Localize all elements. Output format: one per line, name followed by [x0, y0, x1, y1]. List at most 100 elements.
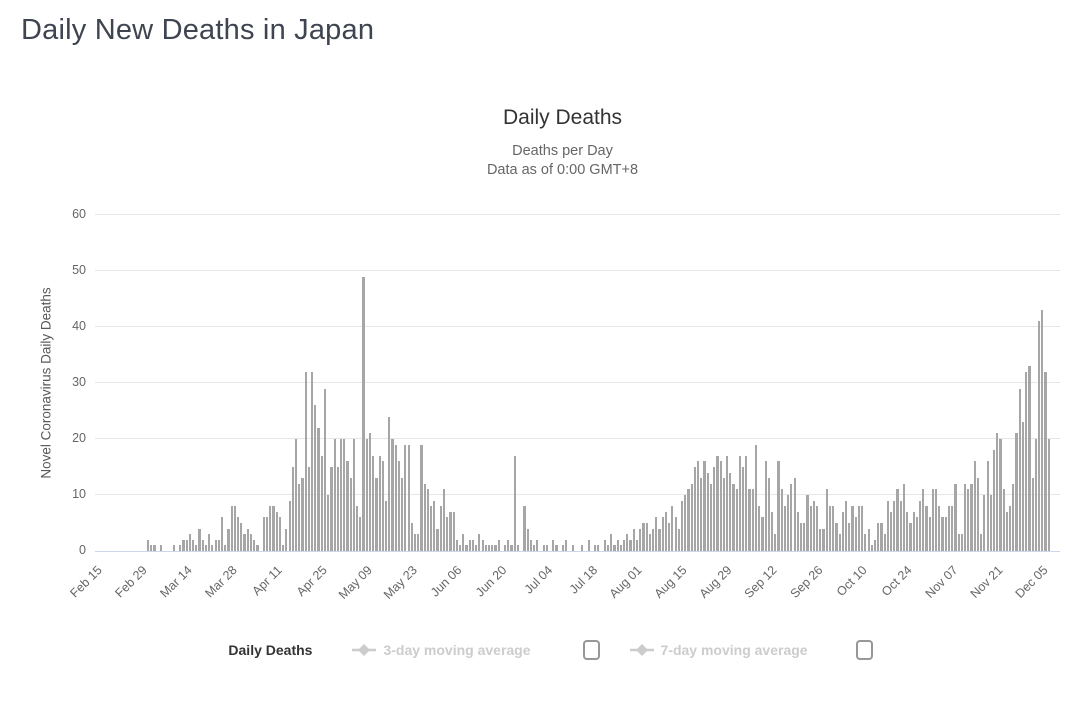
bar[interactable] [262, 517, 265, 551]
bar[interactable] [816, 506, 819, 551]
bar[interactable] [822, 528, 825, 551]
bar[interactable] [1009, 506, 1012, 551]
bar[interactable] [844, 500, 848, 551]
bar[interactable] [597, 545, 600, 551]
bar[interactable] [1015, 433, 1018, 551]
bar[interactable] [523, 506, 526, 551]
bar[interactable] [555, 545, 558, 551]
bar[interactable] [684, 495, 687, 551]
bar[interactable] [420, 444, 423, 551]
bar[interactable] [436, 528, 439, 551]
bar[interactable] [507, 539, 510, 551]
bar[interactable] [475, 545, 478, 551]
bar[interactable] [481, 539, 484, 551]
bar[interactable] [922, 489, 925, 551]
bar[interactable] [912, 511, 915, 551]
bar[interactable] [642, 523, 645, 551]
bar[interactable] [973, 461, 976, 551]
bar[interactable] [790, 483, 793, 551]
bar[interactable] [594, 545, 597, 551]
bar[interactable] [838, 534, 841, 551]
bar[interactable] [771, 511, 774, 551]
bar[interactable] [799, 523, 803, 551]
bar[interactable] [339, 439, 343, 551]
bar[interactable] [439, 506, 442, 551]
bar[interactable] [674, 517, 677, 551]
bar[interactable] [944, 517, 947, 551]
bar[interactable] [491, 545, 494, 551]
bar[interactable] [314, 405, 317, 551]
bar[interactable] [452, 511, 455, 551]
bar[interactable] [426, 489, 429, 551]
bar[interactable] [1031, 478, 1034, 551]
bar[interactable] [1044, 371, 1047, 551]
bar[interactable] [980, 534, 983, 551]
bar[interactable] [645, 523, 648, 551]
bar[interactable] [256, 545, 259, 551]
bar[interactable] [754, 444, 758, 551]
bar[interactable] [536, 539, 539, 551]
bar[interactable] [639, 528, 642, 551]
bar[interactable] [690, 483, 693, 551]
bar[interactable] [745, 455, 748, 551]
bar[interactable] [410, 523, 413, 551]
bar[interactable] [198, 528, 201, 551]
bar[interactable] [1037, 321, 1041, 551]
bar[interactable] [368, 433, 372, 551]
bar[interactable] [365, 439, 368, 551]
bar[interactable] [835, 523, 838, 551]
bar[interactable] [413, 534, 417, 551]
bar[interactable] [764, 461, 767, 551]
bar[interactable] [722, 478, 725, 551]
bar[interactable] [391, 439, 394, 551]
bar[interactable] [896, 489, 899, 551]
bar[interactable] [864, 534, 867, 551]
bar[interactable] [1041, 310, 1044, 551]
bar[interactable] [330, 467, 333, 551]
bar[interactable] [301, 478, 304, 551]
bar[interactable] [587, 539, 590, 551]
bar[interactable] [873, 539, 877, 551]
bar[interactable] [362, 276, 365, 551]
bar[interactable] [375, 478, 378, 551]
bar[interactable] [497, 539, 500, 551]
bar[interactable] [619, 545, 622, 551]
bar[interactable] [581, 545, 584, 551]
bar[interactable] [275, 511, 278, 551]
legend-item-7day-moving-average[interactable]: 7-day moving average [629, 642, 808, 658]
bar[interactable] [561, 545, 565, 551]
bar[interactable] [664, 511, 668, 551]
bar[interactable] [320, 455, 323, 551]
bar[interactable] [552, 539, 555, 551]
bar[interactable] [935, 489, 938, 551]
bar[interactable] [906, 511, 909, 551]
bar[interactable] [742, 467, 745, 551]
bar[interactable] [851, 506, 854, 551]
bar[interactable] [394, 444, 397, 551]
bar[interactable] [571, 545, 574, 551]
bar[interactable] [227, 528, 230, 551]
bar[interactable] [401, 478, 404, 551]
bar[interactable] [1005, 511, 1008, 551]
bar[interactable] [751, 489, 754, 551]
bar[interactable] [352, 439, 356, 551]
bar[interactable] [603, 539, 606, 551]
bar[interactable] [954, 483, 957, 551]
bar[interactable] [494, 545, 497, 551]
bar[interactable] [841, 511, 844, 551]
bar[interactable] [237, 517, 240, 551]
bar[interactable] [970, 483, 973, 551]
bar[interactable] [278, 517, 282, 551]
bar[interactable] [658, 528, 661, 551]
bar[interactable] [626, 534, 629, 551]
bar[interactable] [738, 455, 742, 551]
bar[interactable] [861, 506, 864, 551]
bar[interactable] [288, 500, 291, 551]
bar[interactable] [423, 483, 426, 551]
bar[interactable] [989, 495, 992, 551]
bar[interactable] [433, 500, 436, 551]
bar[interactable] [565, 539, 568, 551]
bar[interactable] [651, 528, 655, 551]
bar[interactable] [458, 545, 462, 551]
bar[interactable] [1021, 422, 1025, 551]
